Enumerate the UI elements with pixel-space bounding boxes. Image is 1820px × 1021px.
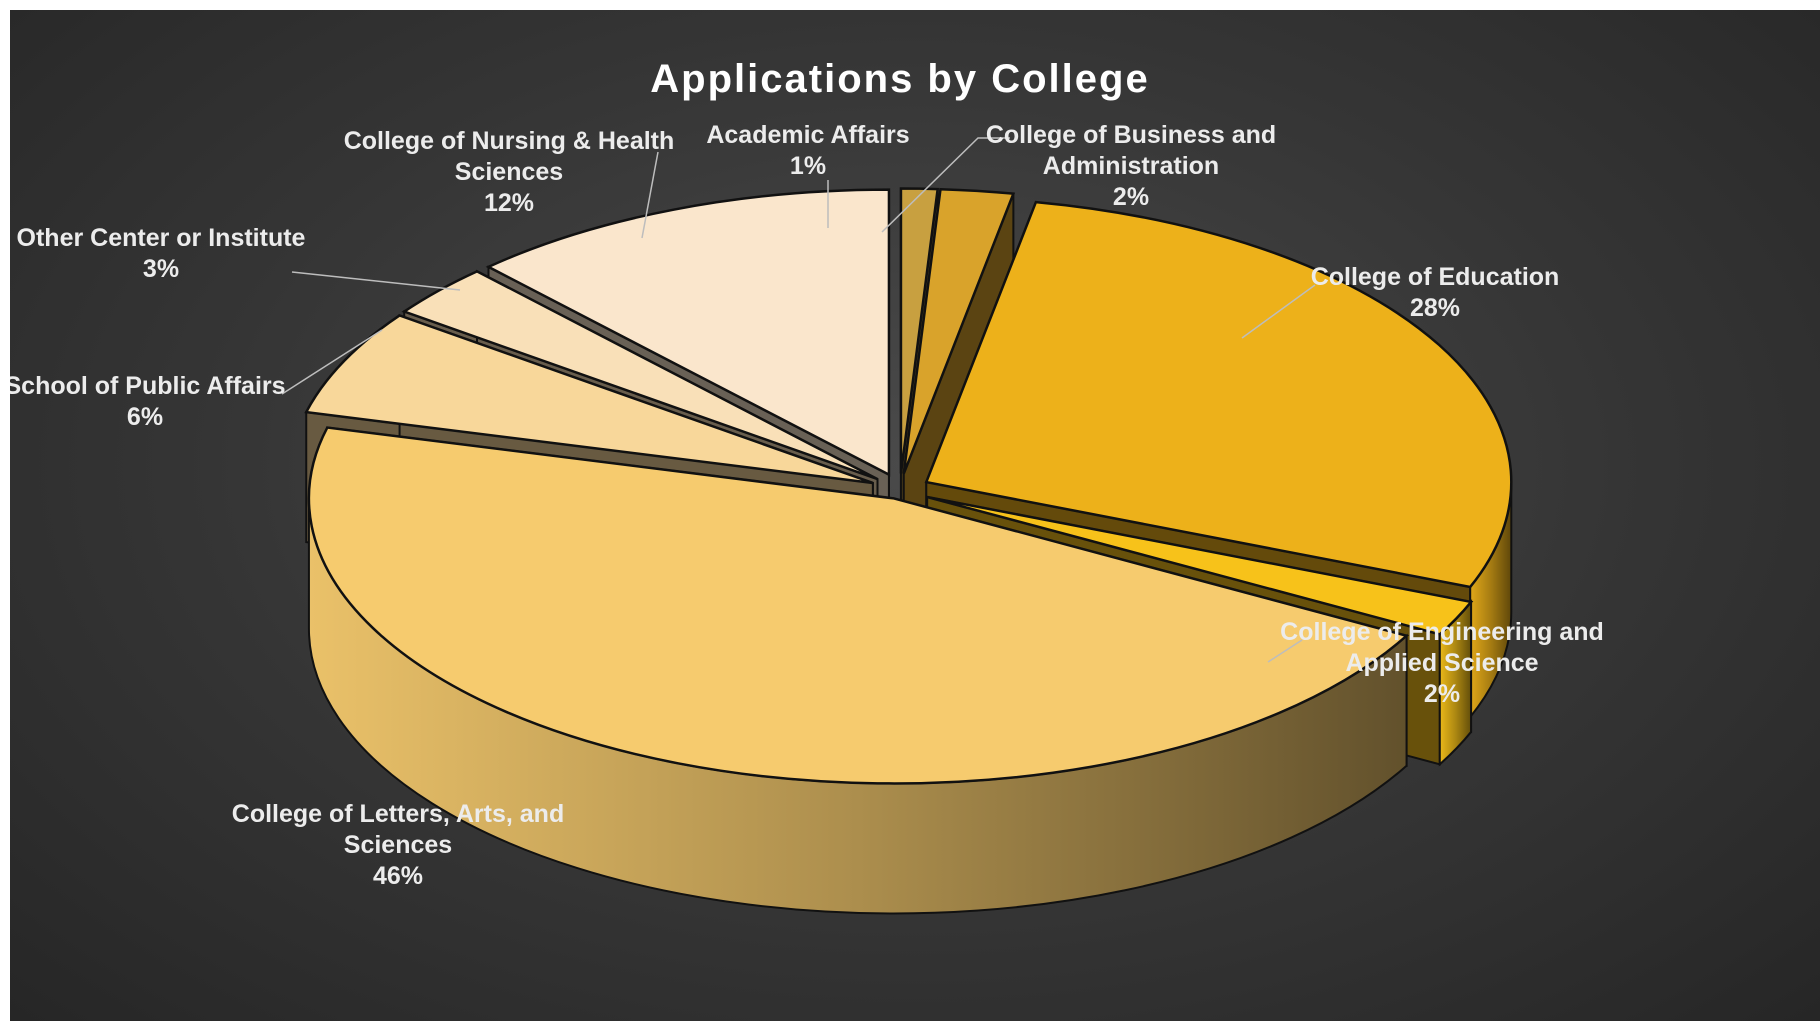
data-label-value: 1% [790,152,826,180]
data-label-text: Other Center or Institute [17,224,306,252]
chart-area: Applications by College Academic Affairs… [10,10,1820,1021]
data-labels: Academic Affairs 1% College of Business an… [10,121,1604,890]
leader-lines [281,137,1316,663]
pie-slice-6 [401,269,879,481]
data-label-text: Applied Science [1345,649,1538,677]
data-label-5: School of Public Affairs 6% [10,372,286,431]
data-label-value: 6% [127,403,163,431]
pie-slice-4 [307,426,1410,785]
pie-slice-7 [485,188,891,477]
pie-slices [304,187,1513,915]
data-label-value: 2% [1424,680,1460,708]
data-label-text: Administration [1043,152,1219,180]
data-label-text: Sciences [455,158,563,186]
data-label-4: College of Letters, Arts, and Sciences 46% [232,800,564,890]
data-label-text: College of Letters, Arts, and [232,800,564,828]
data-label-text: Sciences [344,831,452,859]
leader-line-6 [291,271,461,291]
data-label-text: College of Business and [986,121,1276,149]
data-label-value: 46% [373,862,423,890]
data-label-value: 2% [1113,183,1149,211]
data-label-1: College of Business and Administration 2% [986,121,1276,211]
data-label-2: College of Education 28% [1311,263,1560,322]
leader-line-3 [1267,639,1303,663]
data-label-3: College of Engineering and Applied Scienc… [1280,618,1604,708]
leader-line-7 [641,151,659,239]
data-label-text: College of Engineering and [1280,618,1604,646]
chart-title: Applications by College [650,57,1149,101]
data-label-0: Academic Affairs 1% [706,121,909,180]
data-label-6: Other Center or Institute 3% [17,224,306,283]
pie-slice-5 [304,314,874,485]
data-label-text: College of Nursing & Health [344,127,675,155]
data-label-7: College of Nursing & Health Sciences 12% [344,127,675,217]
data-label-text: College of Education [1311,263,1560,291]
pie-slice-0 [899,187,940,474]
leader-line-5 [281,329,383,395]
pie-slice-3 [926,495,1474,636]
data-label-value: 28% [1410,294,1460,322]
pie-chart: Applications by College Academic Affairs… [10,57,1604,915]
data-label-text: Academic Affairs [706,121,909,149]
pie-slice-1 [902,187,1016,475]
leader-line-2 [1241,284,1316,339]
data-label-text: School of Public Affairs [10,372,286,400]
data-label-value: 3% [143,255,179,283]
pie-slice-2 [924,200,1513,589]
data-label-value: 12% [484,189,534,217]
leader-line-1 [881,137,1010,233]
